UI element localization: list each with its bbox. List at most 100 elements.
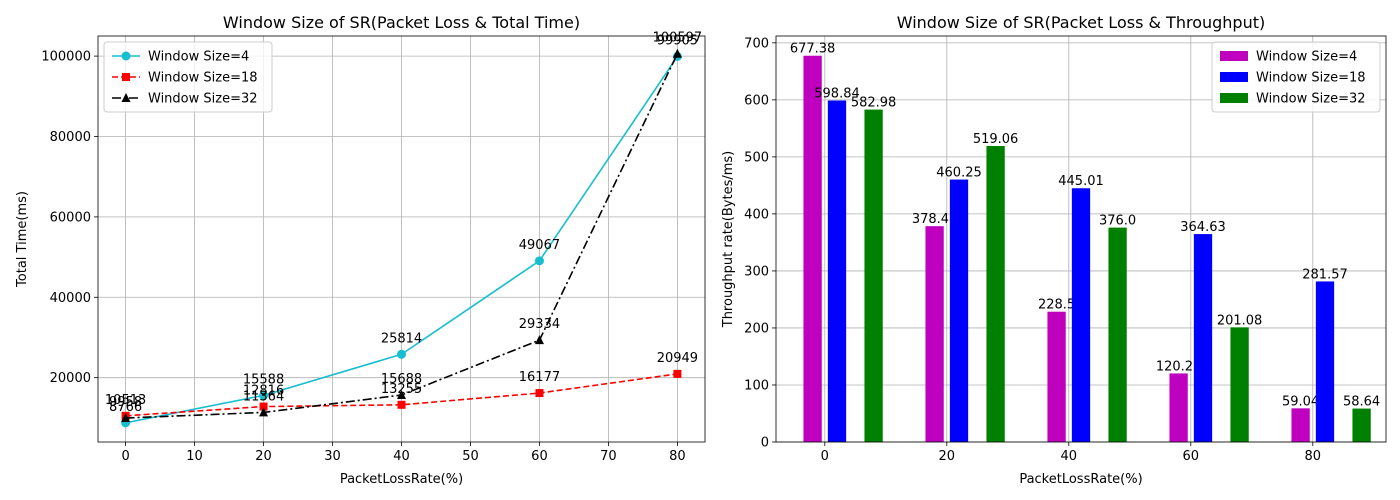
y-axis-label: Throughput rate(Bytes/ms)	[721, 151, 736, 329]
bar	[827, 100, 847, 443]
data-label: 364.63	[1180, 220, 1226, 235]
data-label: 445.01	[1058, 174, 1104, 189]
bar	[1169, 373, 1188, 442]
axes-frame	[97, 35, 706, 443]
bar	[1230, 327, 1249, 442]
data-point	[535, 389, 544, 398]
data-label: 120.22	[1156, 359, 1202, 374]
y-tick-label: 500	[744, 150, 769, 165]
data-point	[121, 413, 131, 423]
x-tick-label: 30	[324, 449, 341, 464]
data-label: 15588	[243, 372, 284, 387]
bar	[1291, 408, 1310, 442]
data-label: 9958	[109, 395, 142, 410]
legend-label: Window Size=18	[148, 71, 258, 86]
x-tick-label: 60	[531, 449, 548, 464]
x-tick-label: 80	[669, 449, 686, 464]
legend-marker	[121, 93, 131, 102]
data-point	[673, 369, 682, 378]
series-1: 677.38 378.48 228.5 120.22 59.04	[790, 42, 1319, 442]
x-axis-label: PacketLossRate(%)	[340, 472, 463, 487]
data-label: 15688	[381, 372, 422, 387]
legend: Window Size=4 Window Size=18 Window Size=3…	[1211, 41, 1381, 113]
legend-label: Window Size=18	[1256, 71, 1366, 86]
x-tick-label: 80	[1305, 449, 1322, 464]
y-tick-label: 700	[744, 36, 769, 51]
data-label: 29334	[519, 317, 560, 332]
series-3: 582.98 519.06 376.0 201.08 58.64	[851, 96, 1380, 442]
x-tick-label: 10	[186, 449, 203, 464]
data-point	[534, 335, 544, 345]
bar	[1193, 234, 1213, 442]
data-label: 58.64	[1343, 395, 1380, 410]
data-label: 16177	[519, 370, 560, 385]
legend-label: Window Size=4	[148, 50, 249, 65]
series-2: 598.84 460.25 445.01 364.63 281.57	[814, 87, 1348, 443]
data-label: 100597	[653, 31, 703, 46]
bar	[986, 146, 1005, 442]
bar	[803, 55, 822, 442]
data-label: 201.08	[1217, 313, 1263, 328]
chart-panel-2: 0 20 40 60 80 0 100 200 300 400 500 600 700 Window Si…	[721, 13, 1387, 487]
x-tick-label: 60	[1183, 449, 1200, 464]
x-axis-label: PacketLossRate(%)	[1019, 472, 1142, 487]
chart-panel-1: 0 10 20 30 40 50 60 70 80 20000 40000 60000 80000 100…	[15, 13, 706, 487]
data-label: 598.84	[814, 87, 860, 102]
data-point	[259, 402, 268, 411]
data-label: 25814	[381, 331, 422, 346]
legend-box	[1211, 41, 1381, 113]
y-tick-label: 60000	[50, 210, 91, 225]
series-2: 10513 12816 13255 16177 20949	[105, 351, 698, 420]
data-point	[397, 400, 406, 409]
y-tick-label: 20000	[50, 371, 91, 386]
data-label: 13255	[381, 382, 422, 397]
legend-swatch	[1220, 72, 1248, 82]
data-label: 59.04	[1282, 394, 1319, 409]
y-tick-label: 200	[744, 321, 769, 336]
bar	[1108, 227, 1127, 442]
x-tick-label: 0	[821, 449, 829, 464]
data-label: 519.06	[973, 132, 1019, 147]
y-tick-label: 300	[744, 264, 769, 279]
data-label: 228.5	[1038, 298, 1075, 313]
y-tick-label: 100	[744, 378, 769, 393]
data-label: 281.57	[1302, 267, 1348, 282]
bar	[864, 109, 883, 442]
data-point	[672, 48, 682, 58]
y-tick-label: 40000	[50, 291, 91, 306]
data-point	[534, 256, 544, 266]
data-label: 11364	[243, 389, 284, 404]
x-tick-label: 0	[121, 449, 129, 464]
bar	[949, 179, 969, 442]
y-axis-label: Total Time(ms)	[15, 191, 30, 288]
data-label: 378.48	[912, 212, 958, 227]
x-tick-label: 40	[393, 449, 410, 464]
legend: Window Size=4 Window Size=18 Window Size=3…	[103, 41, 273, 113]
x-tick-label: 20	[255, 449, 272, 464]
y-tick-label: 100000	[41, 50, 91, 65]
axes-frame	[775, 35, 1387, 443]
series-line	[125, 373, 678, 417]
data-label: 49067	[519, 238, 560, 253]
y-tick-label: 600	[744, 93, 769, 108]
y-tick-label: 0	[761, 436, 769, 451]
y-tick-label: 400	[744, 207, 769, 222]
series-1: 8766 15588 25814 49067 99905	[109, 33, 698, 428]
legend-swatch	[1220, 51, 1248, 61]
bar	[1352, 408, 1371, 442]
legend-label: Window Size=32	[148, 92, 258, 107]
legend-label: Window Size=32	[1256, 92, 1366, 107]
x-tick-label: 50	[462, 449, 479, 464]
chart-title: Window Size of SR(Packet Loss & Throughp…	[897, 13, 1265, 32]
x-tick-label: 70	[600, 449, 617, 464]
legend-swatch	[1220, 93, 1248, 103]
bar	[1071, 188, 1091, 442]
data-label: 10513	[105, 393, 146, 408]
x-tick-label: 40	[1061, 449, 1078, 464]
data-point	[397, 390, 406, 400]
data-point	[259, 390, 269, 400]
series-3: 9958 11364 15688 29334 100597	[109, 31, 703, 423]
data-label: 12816	[243, 384, 284, 399]
